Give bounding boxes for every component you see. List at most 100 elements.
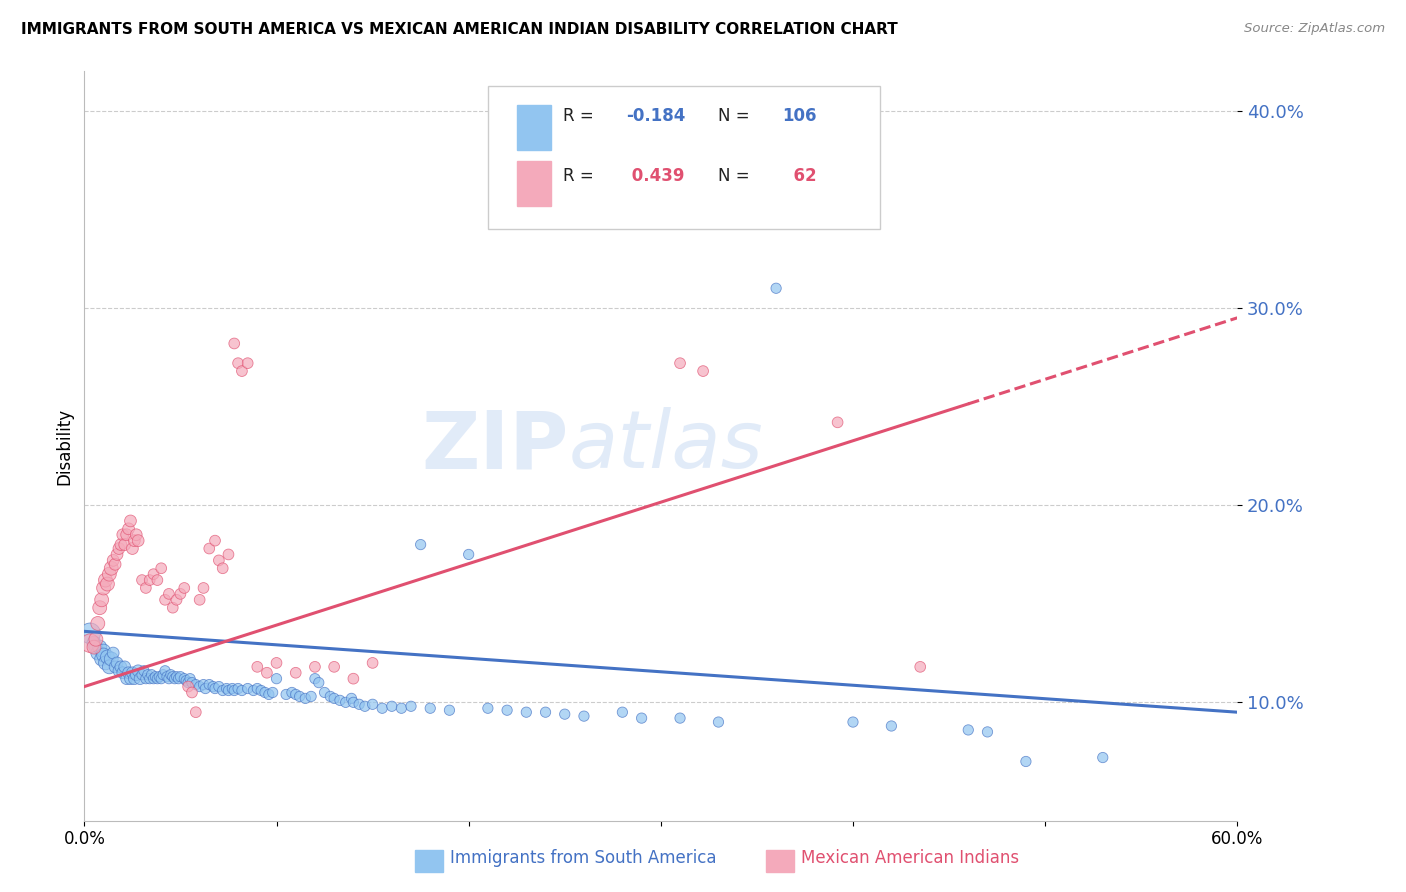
Point xyxy=(193,677,215,691)
Point xyxy=(246,681,269,696)
Point xyxy=(204,681,226,696)
Point xyxy=(198,541,221,556)
Point xyxy=(253,685,276,699)
Point xyxy=(120,672,142,686)
Point xyxy=(218,548,240,562)
Point xyxy=(127,664,149,678)
Point xyxy=(89,640,111,654)
Point xyxy=(193,581,215,595)
Point xyxy=(381,699,404,714)
Point xyxy=(166,670,188,684)
Point xyxy=(152,667,174,681)
Point xyxy=(409,538,432,552)
Point xyxy=(208,680,231,694)
Point xyxy=(142,567,165,582)
Point xyxy=(281,685,304,699)
Point xyxy=(104,558,127,572)
Point xyxy=(208,553,231,567)
Point xyxy=(224,336,246,351)
Point xyxy=(534,705,557,719)
Text: Mexican American Indians: Mexican American Indians xyxy=(801,849,1019,867)
Point xyxy=(153,664,176,678)
Text: Source: ZipAtlas.com: Source: ZipAtlas.com xyxy=(1244,22,1385,36)
Point xyxy=(304,660,326,674)
Point xyxy=(218,683,240,698)
Point xyxy=(634,147,657,161)
Point xyxy=(146,573,169,587)
Point xyxy=(202,680,225,694)
Point xyxy=(211,683,233,698)
Point xyxy=(262,685,284,699)
Point xyxy=(142,672,165,686)
Point xyxy=(976,725,998,739)
Point xyxy=(266,656,288,670)
Point xyxy=(138,573,160,587)
Point xyxy=(83,640,105,654)
Point xyxy=(226,356,249,370)
Point xyxy=(707,714,730,729)
Point xyxy=(146,672,169,686)
Point xyxy=(188,680,211,694)
Point xyxy=(96,577,118,591)
Point xyxy=(457,548,479,562)
Point xyxy=(162,670,184,684)
Point xyxy=(340,691,363,706)
Point xyxy=(910,660,932,674)
Point xyxy=(125,667,148,681)
Point xyxy=(90,652,112,666)
Point xyxy=(669,356,692,370)
Point xyxy=(173,672,195,686)
Point xyxy=(439,703,461,717)
Point xyxy=(79,636,101,650)
Point xyxy=(136,667,159,681)
Point xyxy=(84,640,107,654)
Text: N =: N = xyxy=(718,107,755,125)
Text: R =: R = xyxy=(562,107,599,125)
Point xyxy=(156,670,179,684)
Point xyxy=(163,672,186,686)
Point xyxy=(179,672,201,686)
Point xyxy=(103,646,124,660)
Point xyxy=(1015,755,1038,769)
Text: IMMIGRANTS FROM SOUTH AMERICA VS MEXICAN AMERICAN INDIAN DISABILITY CORRELATION : IMMIGRANTS FROM SOUTH AMERICA VS MEXICAN… xyxy=(21,22,898,37)
Point xyxy=(181,685,204,699)
Point xyxy=(121,665,143,680)
Point xyxy=(114,660,136,674)
Point xyxy=(131,573,153,587)
Point xyxy=(84,632,107,647)
Point xyxy=(361,656,384,670)
Point xyxy=(115,527,138,541)
Point xyxy=(83,636,105,650)
Point xyxy=(880,719,903,733)
Bar xyxy=(517,161,551,206)
Point xyxy=(93,581,115,595)
Point xyxy=(89,600,111,615)
Y-axis label: Disability: Disability xyxy=(55,408,73,484)
Point xyxy=(148,670,170,684)
Text: 62: 62 xyxy=(782,168,817,186)
Text: -0.184: -0.184 xyxy=(626,107,686,125)
Point xyxy=(188,592,211,607)
Point xyxy=(108,664,131,678)
Point xyxy=(314,685,336,699)
Point xyxy=(572,709,595,723)
Point xyxy=(150,672,173,686)
Point xyxy=(153,592,176,607)
Point xyxy=(256,665,278,680)
Point xyxy=(198,677,221,691)
Point xyxy=(692,364,714,378)
Point xyxy=(100,561,122,575)
Point xyxy=(98,660,121,674)
Point xyxy=(342,695,364,709)
Point xyxy=(211,561,233,575)
Point xyxy=(181,675,204,690)
Point xyxy=(135,581,157,595)
Point xyxy=(117,665,139,680)
Point xyxy=(93,648,115,662)
Text: 0.439: 0.439 xyxy=(626,168,685,186)
Point xyxy=(167,672,190,686)
Point xyxy=(111,527,134,541)
Point xyxy=(842,714,865,729)
Point xyxy=(166,592,188,607)
Point xyxy=(129,672,152,686)
